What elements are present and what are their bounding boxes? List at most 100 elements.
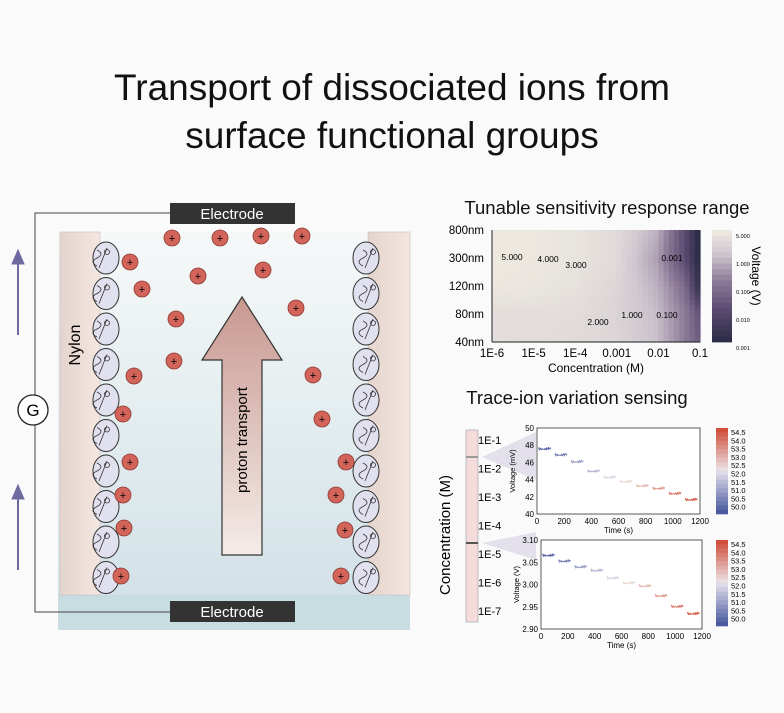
heat-cell bbox=[492, 234, 498, 240]
heat-cell bbox=[668, 328, 675, 334]
heat-cell bbox=[512, 272, 519, 278]
heat-cell bbox=[528, 253, 535, 259]
functional-group-icon bbox=[352, 312, 380, 346]
heat-cell bbox=[538, 286, 545, 292]
heat-cell bbox=[507, 323, 514, 329]
heat-cell bbox=[611, 328, 618, 334]
heat-cell bbox=[606, 253, 613, 259]
heat-cell bbox=[533, 323, 540, 329]
heat-cell bbox=[663, 276, 670, 282]
heat-cell bbox=[627, 276, 633, 282]
heat-cell bbox=[668, 262, 675, 268]
heat-cell bbox=[622, 272, 628, 278]
trace-segment bbox=[574, 564, 588, 569]
heat-cell bbox=[648, 230, 654, 236]
heat-cell bbox=[497, 253, 503, 259]
plot-frame bbox=[540, 539, 703, 630]
heat-cell bbox=[528, 318, 535, 324]
heat-cell bbox=[684, 314, 691, 320]
colorbar-segment bbox=[716, 428, 728, 433]
colorbar-segment bbox=[716, 501, 728, 506]
heat-cell bbox=[575, 314, 581, 320]
heat-cell bbox=[544, 262, 550, 268]
heat-cell bbox=[601, 248, 607, 254]
electrode-bottom bbox=[170, 601, 295, 622]
x-tick-label: 0 bbox=[539, 632, 544, 641]
colorbar-tick: 54.5 bbox=[731, 428, 746, 437]
heat-cell bbox=[679, 300, 685, 306]
heat-cell bbox=[533, 314, 540, 320]
heat-cell bbox=[606, 300, 613, 306]
heat-cell bbox=[601, 337, 607, 343]
heat-cell bbox=[622, 332, 628, 338]
heat-cell bbox=[606, 295, 613, 301]
heat-cell bbox=[580, 262, 587, 268]
colorbar-tick: 51.0 bbox=[731, 598, 746, 607]
heat-cell bbox=[632, 244, 639, 250]
svg-text:+: + bbox=[258, 231, 264, 243]
heat-cell bbox=[544, 309, 550, 315]
heat-cell bbox=[549, 286, 555, 292]
heat-cell bbox=[611, 309, 618, 315]
heat-cell bbox=[601, 300, 607, 306]
heat-cell bbox=[658, 262, 665, 268]
heat-cell bbox=[590, 244, 597, 250]
heat-cell bbox=[658, 328, 665, 334]
heat-cell bbox=[689, 295, 696, 301]
heat-cell bbox=[585, 300, 592, 306]
x-tick-label: 600 bbox=[615, 632, 629, 641]
heat-cell bbox=[606, 276, 613, 282]
heat-cell bbox=[507, 239, 514, 245]
heat-cell bbox=[507, 328, 514, 334]
heat-cell bbox=[642, 239, 649, 245]
heat-cell bbox=[585, 262, 592, 268]
heat-cell bbox=[663, 262, 670, 268]
heat-cell bbox=[507, 304, 514, 310]
heat-cell bbox=[512, 309, 519, 315]
heat-cell bbox=[507, 272, 514, 278]
heat-cell bbox=[674, 244, 680, 250]
x-tick-label: 400 bbox=[588, 632, 602, 641]
heat-cell bbox=[653, 272, 659, 278]
heat-cell bbox=[668, 314, 675, 320]
heat-cell bbox=[601, 286, 607, 292]
heat-cell bbox=[554, 234, 561, 240]
plot-frame bbox=[536, 427, 701, 515]
y-axis-label: Voltage (mV) bbox=[508, 449, 517, 493]
heat-cell bbox=[554, 300, 561, 306]
heat-cell bbox=[689, 267, 696, 273]
heat-cell bbox=[533, 234, 540, 240]
heat-cell bbox=[663, 244, 670, 250]
heat-cell bbox=[570, 323, 576, 329]
heat-cell bbox=[507, 309, 514, 315]
heat-cell bbox=[590, 295, 597, 301]
y-tick-label: 3.10 bbox=[522, 536, 538, 545]
contour-chart: 1E-6 1E-5 1E-4 0.001 0.01 0.1 40nm 80nm 120nm 300… bbox=[449, 225, 763, 375]
heat-cell bbox=[674, 300, 680, 306]
heat-cell bbox=[642, 323, 649, 329]
heat-cell bbox=[663, 328, 670, 334]
heat-cell bbox=[648, 290, 654, 296]
colorbar-segment bbox=[712, 330, 732, 337]
heat-cell bbox=[544, 286, 550, 292]
heat-cell bbox=[554, 253, 561, 259]
heat-cell bbox=[663, 332, 670, 338]
heat-cell bbox=[601, 239, 607, 245]
heat-cell bbox=[518, 309, 524, 315]
heat-cell bbox=[611, 318, 618, 324]
heat-cell bbox=[616, 244, 623, 250]
heat-cell bbox=[585, 314, 592, 320]
heat-cell bbox=[622, 267, 628, 273]
colorbar-segment bbox=[712, 246, 732, 253]
heat-cell bbox=[694, 239, 701, 245]
figure-title: Transport of dissociated ions from surfa… bbox=[114, 67, 670, 156]
cation-icon: + bbox=[114, 405, 132, 423]
y-tick-label: 50 bbox=[525, 424, 534, 433]
heat-cell bbox=[611, 253, 618, 259]
heat-cell bbox=[684, 318, 691, 324]
trace-segment bbox=[586, 469, 600, 473]
colorbar-tick: 0.010 bbox=[736, 318, 750, 324]
heat-cell bbox=[497, 304, 503, 310]
heat-cell bbox=[632, 234, 639, 240]
cation-icon: + bbox=[121, 253, 139, 271]
